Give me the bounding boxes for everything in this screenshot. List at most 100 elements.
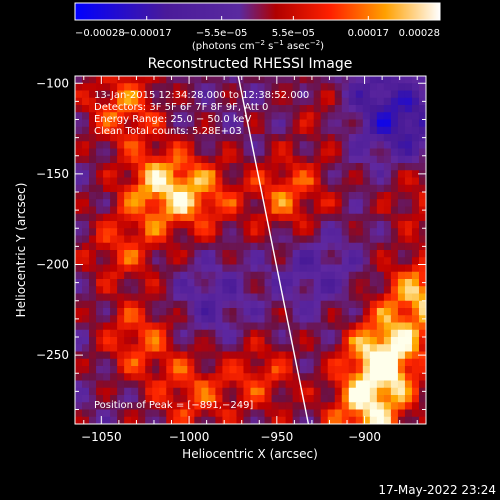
heatmap-cell bbox=[208, 329, 216, 338]
heatmap-cell bbox=[404, 264, 413, 273]
heatmap-cell bbox=[117, 119, 125, 128]
heatmap-cell bbox=[264, 97, 273, 106]
heatmap-cell bbox=[334, 250, 343, 258]
heatmap-cell bbox=[320, 271, 329, 280]
heatmap-cell bbox=[222, 235, 231, 244]
heatmap-cell bbox=[278, 141, 287, 150]
heatmap-cell bbox=[362, 242, 371, 251]
heatmap-cell bbox=[215, 395, 224, 403]
heatmap-cell bbox=[341, 221, 350, 229]
heatmap-cell bbox=[383, 192, 392, 200]
heatmap-cell bbox=[418, 76, 426, 84]
heatmap-cell bbox=[131, 358, 139, 367]
heatmap-cell bbox=[306, 250, 315, 258]
heatmap-cell bbox=[278, 148, 287, 157]
heatmap-cell bbox=[257, 279, 266, 287]
heatmap-cell bbox=[369, 83, 378, 92]
heatmap-cell bbox=[187, 97, 195, 106]
heatmap-cell bbox=[285, 119, 294, 128]
heatmap-cell bbox=[334, 366, 343, 374]
heatmap-cell bbox=[369, 141, 378, 150]
heatmap-cell bbox=[362, 126, 371, 135]
heatmap-cell bbox=[124, 409, 132, 418]
heatmap-cell bbox=[397, 358, 406, 367]
heatmap-cell bbox=[306, 148, 315, 157]
heatmap-cell bbox=[138, 228, 146, 237]
heatmap-cell bbox=[257, 315, 266, 324]
heatmap-cell bbox=[222, 228, 231, 237]
heatmap-cell bbox=[145, 286, 153, 295]
heatmap-cell bbox=[201, 119, 209, 128]
heatmap-cell bbox=[194, 184, 202, 193]
heatmap-cell bbox=[390, 126, 399, 135]
heatmap-cell bbox=[96, 213, 104, 222]
heatmap-cell bbox=[313, 351, 322, 360]
heatmap-cell bbox=[187, 141, 195, 150]
heatmap-cell bbox=[229, 409, 238, 418]
heatmap-cell bbox=[327, 279, 336, 287]
heatmap-cell bbox=[383, 286, 392, 295]
heatmap-cell bbox=[271, 344, 280, 353]
heatmap-cell bbox=[117, 264, 125, 273]
heatmap-cell bbox=[327, 366, 336, 374]
heatmap-cell bbox=[411, 192, 420, 200]
heatmap-cell bbox=[327, 155, 336, 164]
heatmap-cell bbox=[390, 134, 399, 142]
heatmap-cell bbox=[369, 170, 378, 179]
heatmap-cell bbox=[257, 141, 266, 150]
heatmap-cell bbox=[215, 286, 224, 295]
heatmap-cell bbox=[110, 322, 118, 331]
heatmap-cell bbox=[327, 322, 336, 331]
heatmap-cell bbox=[383, 206, 392, 215]
heatmap-cell bbox=[229, 119, 238, 128]
heatmap-cell bbox=[306, 409, 315, 418]
heatmap-cell bbox=[362, 395, 371, 403]
heatmap-cell bbox=[159, 221, 167, 229]
heatmap-cell bbox=[201, 286, 209, 295]
solar-limb-line bbox=[237, 76, 310, 424]
heatmap-cell bbox=[334, 344, 343, 353]
heatmap-cell bbox=[117, 344, 125, 353]
heatmap-cell bbox=[327, 192, 336, 200]
heatmap-cell bbox=[173, 134, 181, 142]
heatmap-cell bbox=[250, 286, 259, 295]
heatmap-cell bbox=[229, 264, 238, 273]
heatmap-cell bbox=[348, 387, 357, 396]
heatmap-cell bbox=[292, 329, 301, 338]
heatmap-cell bbox=[152, 184, 160, 193]
heatmap-cell bbox=[376, 416, 385, 424]
heatmap-cell bbox=[82, 402, 90, 411]
heatmap-cell bbox=[306, 344, 315, 353]
heatmap-cell bbox=[131, 148, 139, 157]
heatmap-cell bbox=[152, 416, 160, 424]
heatmap-cell bbox=[124, 192, 132, 200]
heatmap-cell bbox=[411, 76, 420, 84]
heatmap-cell bbox=[390, 308, 399, 316]
heatmap-cell bbox=[89, 395, 97, 403]
heatmap-cell bbox=[180, 351, 188, 360]
heatmap-cell bbox=[166, 322, 174, 331]
heatmap-cell bbox=[285, 213, 294, 222]
heatmap-cell bbox=[103, 177, 111, 186]
heatmap-cell bbox=[327, 112, 336, 121]
heatmap-cell bbox=[327, 329, 336, 338]
heatmap-cell bbox=[285, 184, 294, 193]
heatmap-cell bbox=[110, 344, 118, 353]
heatmap-cell bbox=[264, 409, 273, 418]
heatmap-cell bbox=[89, 373, 97, 382]
heatmap-cell bbox=[89, 337, 97, 345]
heatmap-cell bbox=[229, 322, 238, 331]
heatmap-cell bbox=[145, 199, 153, 208]
heatmap-cell bbox=[292, 83, 301, 92]
heatmap-cell bbox=[257, 134, 266, 142]
heatmap-cell bbox=[348, 112, 357, 121]
heatmap-cell bbox=[159, 387, 167, 396]
heatmap-cell bbox=[285, 279, 294, 287]
heatmap-cell bbox=[376, 279, 385, 287]
heatmap-cell bbox=[313, 257, 322, 266]
heatmap-cell bbox=[376, 119, 385, 128]
heatmap-cell bbox=[278, 199, 287, 208]
heatmap-cell bbox=[117, 337, 125, 345]
heatmap-cell bbox=[96, 112, 104, 121]
heatmap-cell bbox=[271, 366, 280, 374]
